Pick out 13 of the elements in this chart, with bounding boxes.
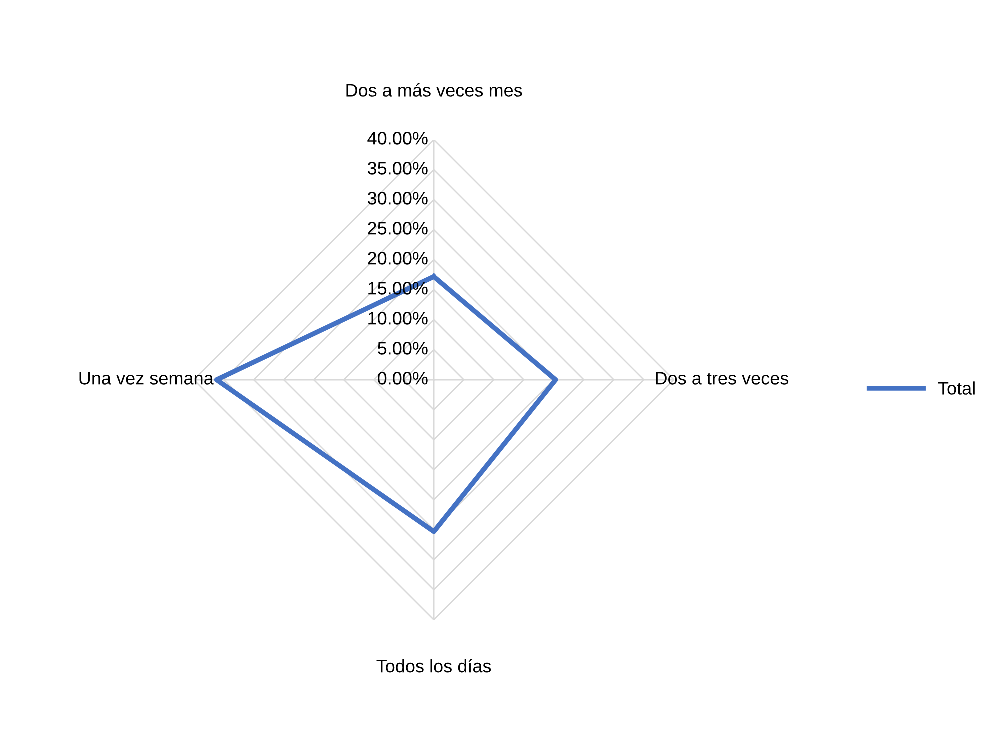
y-tick-label: 30.00% xyxy=(368,192,428,205)
legend-label: Total xyxy=(938,382,975,395)
spoke-label: Dos a más veces mes xyxy=(346,83,522,97)
y-tick-label: 0.00% xyxy=(378,372,428,385)
y-tick-label: 25.00% xyxy=(368,222,428,235)
y-tick-label: 20.00% xyxy=(368,252,428,265)
y-tick-label: 5.00% xyxy=(378,342,428,355)
spoke-label: Todos los días xyxy=(376,659,492,673)
y-tick-label: 10.00% xyxy=(368,312,428,325)
spoke-label: Una vez semana xyxy=(80,372,214,385)
spoke-label: Dos a tres veces xyxy=(656,372,789,385)
y-tick-label: 40.00% xyxy=(368,132,428,145)
y-tick-label: 35.00% xyxy=(368,162,428,175)
